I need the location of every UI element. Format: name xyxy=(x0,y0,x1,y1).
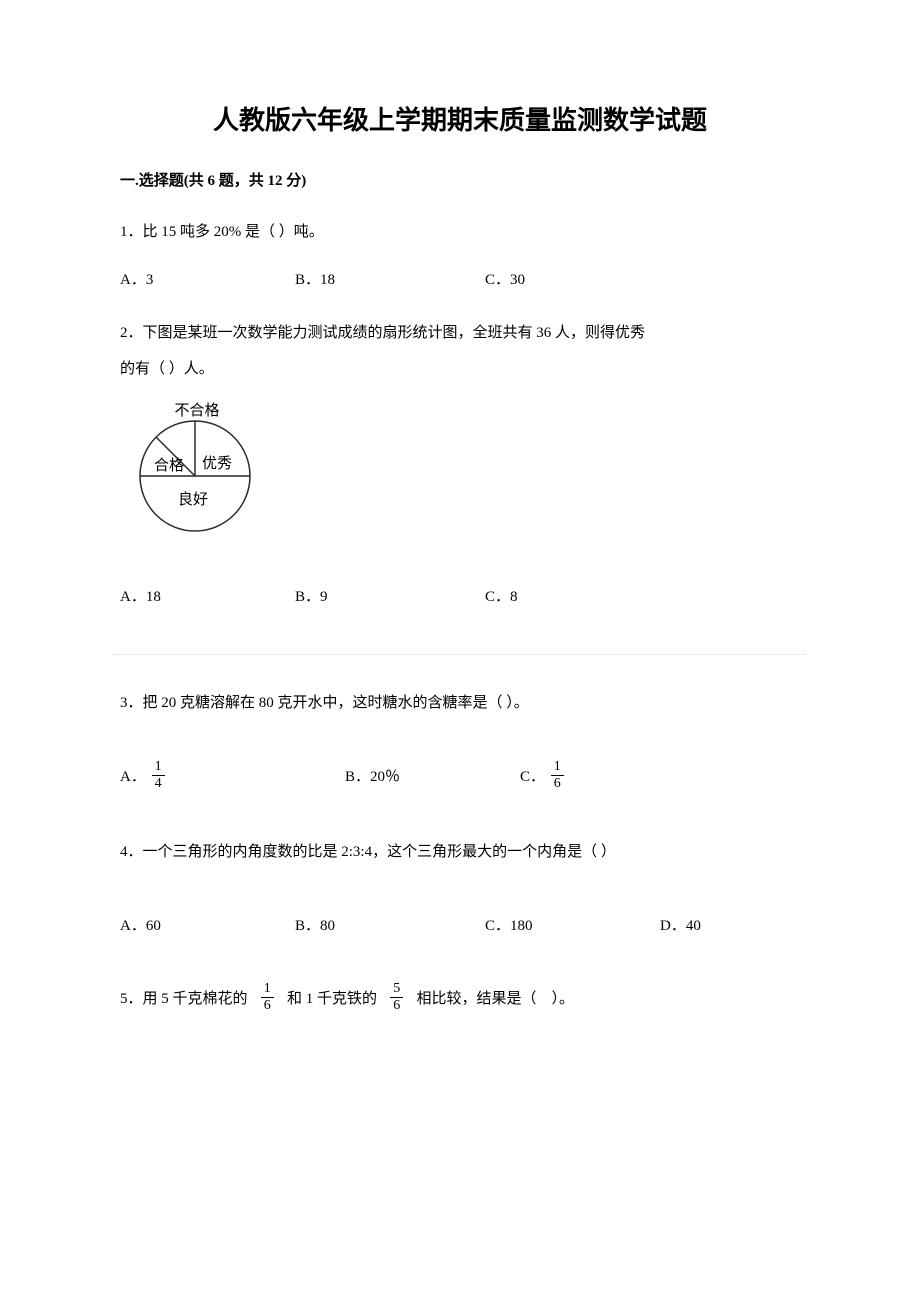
q3-option-b: B．20％ xyxy=(345,761,520,794)
question-2: 2．下图是某班一次数学能力测试成绩的扇形统计图，全班共有 36 人，则得优秀 的… xyxy=(120,315,800,387)
question-4-options: A．60 B．80 C．180 D．40 xyxy=(120,910,800,943)
q3-c-prefix: C． xyxy=(520,769,549,785)
q2-option-b: B．9 xyxy=(295,581,485,614)
q4-option-b: B．80 xyxy=(295,910,485,943)
q4-option-d: D．40 xyxy=(660,910,701,943)
q2-option-a: A．18 xyxy=(120,581,295,614)
frac-den: 6 xyxy=(261,998,274,1013)
q5-part3: 相比较，结果是（ ）。 xyxy=(405,983,574,1016)
fraction-icon: 14 xyxy=(152,760,165,791)
question-1-options: A．3 B．18 C．30 xyxy=(120,264,800,297)
q1-option-b: B．18 xyxy=(295,264,485,297)
question-4: 4．一个三角形的内角度数的比是 2:3:4，这个三角形最大的一个内角是（ ） xyxy=(120,834,800,870)
frac-den: 6 xyxy=(390,998,403,1013)
pie-chart: 不合格合格 优秀良好 xyxy=(120,401,800,551)
question-3: 3．把 20 克糖溶解在 80 克开水中，这时糖水的含糖率是（ ）。 xyxy=(120,685,800,721)
q2-line1: 2．下图是某班一次数学能力测试成绩的扇形统计图，全班共有 36 人，则得优秀 xyxy=(120,325,645,341)
section-header: 一.选择题(共 6 题，共 12 分) xyxy=(120,169,800,190)
question-5: 5．用 5 千克棉花的 16 和 1 千克铁的 56 相比较，结果是（ ）。 xyxy=(120,983,800,1016)
svg-text:优秀: 优秀 xyxy=(202,455,232,472)
q1-option-c: C．30 xyxy=(485,264,660,297)
frac-den: 6 xyxy=(551,776,564,791)
question-1: 1．比 15 吨多 20% 是（ ）吨。 xyxy=(120,214,800,250)
q5-part1: 5．用 5 千克棉花的 xyxy=(120,983,259,1016)
q3-option-c: C． 16 xyxy=(520,761,566,794)
page-title: 人教版六年级上学期期末质量监测数学试题 xyxy=(120,100,800,137)
fraction-icon: 16 xyxy=(261,982,274,1013)
q3-a-prefix: A． xyxy=(120,769,150,785)
frac-num: 5 xyxy=(390,982,403,998)
svg-text:良好: 良好 xyxy=(178,491,208,508)
question-2-options: A．18 B．9 C．8 xyxy=(120,581,800,614)
frac-num: 1 xyxy=(551,760,564,776)
svg-text:合格: 合格 xyxy=(154,457,184,474)
q4-option-a: A．60 xyxy=(120,910,295,943)
q3-option-a: A． 14 xyxy=(120,761,345,794)
q4-option-c: C．180 xyxy=(485,910,660,943)
divider xyxy=(114,654,806,655)
question-3-options: A． 14 B．20％ C． 16 xyxy=(120,761,800,794)
frac-num: 1 xyxy=(261,982,274,998)
fraction-icon: 56 xyxy=(390,982,403,1013)
frac-num: 1 xyxy=(152,760,165,776)
svg-text:不合格: 不合格 xyxy=(174,402,219,419)
frac-den: 4 xyxy=(152,776,165,791)
q5-part2: 和 1 千克铁的 xyxy=(276,983,389,1016)
q2-option-c: C．8 xyxy=(485,581,660,614)
q2-line2: 的有（ ）人。 xyxy=(120,361,214,377)
q1-option-a: A．3 xyxy=(120,264,295,297)
fraction-icon: 16 xyxy=(551,760,564,791)
